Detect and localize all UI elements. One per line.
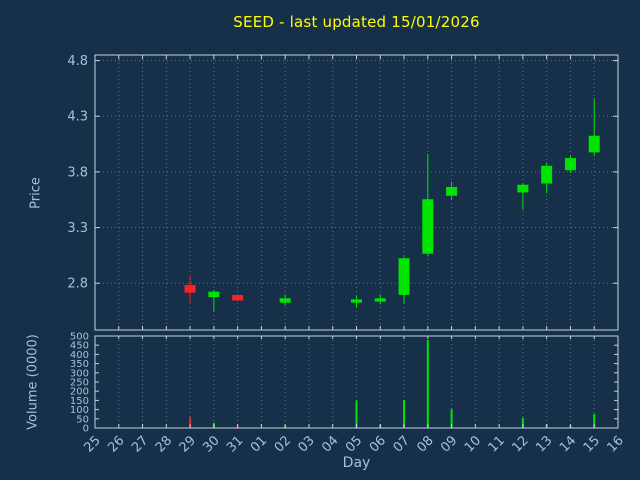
x-tick-label: 06 <box>367 433 389 455</box>
x-tick-label: 30 <box>200 433 222 455</box>
x-tick-label: 01 <box>248 433 270 455</box>
price-tick-label: 4.3 <box>67 110 88 125</box>
volume-tick-label: 100 <box>70 405 89 416</box>
candlestick <box>588 98 600 157</box>
price-tick-label: 2.8 <box>67 277 88 292</box>
series <box>184 98 600 428</box>
price-plot-border <box>94 54 619 331</box>
volume-tick-label: 200 <box>70 387 89 398</box>
candle-body <box>422 199 434 254</box>
price-tick-label: 3.3 <box>67 221 88 236</box>
x-tick-label: 31 <box>224 433 246 455</box>
candlestick <box>398 256 410 304</box>
candlestick <box>517 183 529 210</box>
gridlines <box>94 55 619 428</box>
x-tick-label: 04 <box>319 433 341 455</box>
chart-title: SEED - last updated 15/01/2026 <box>233 13 480 31</box>
x-tick-label: 02 <box>272 433 294 455</box>
candlestick <box>374 294 386 305</box>
volume-tick-label: 400 <box>70 350 89 361</box>
candle-body <box>588 135 600 153</box>
volume-tick-label: 0 <box>83 424 89 435</box>
candle-body <box>374 298 386 302</box>
candlestick <box>446 181 458 200</box>
candle-body <box>279 298 291 303</box>
candlestick <box>184 276 196 303</box>
volume-bar <box>521 417 524 428</box>
candlestick <box>351 295 362 308</box>
volume-tick-label: 50 <box>76 414 89 425</box>
candle-body <box>541 165 553 184</box>
tick-labels: 25 26 27 28 29 30 31 01 02 03 04 05 06 07 08 09 10 11 12 13… <box>67 54 627 455</box>
candlestick <box>541 162 553 194</box>
candle-body <box>232 294 244 301</box>
candle-body <box>184 284 196 293</box>
x-tick-label: 07 <box>391 433 413 455</box>
price-tick-label: 3.8 <box>67 165 88 180</box>
candle-body <box>446 186 458 196</box>
x-tick-label: 26 <box>105 433 127 455</box>
x-tick-label: 11 <box>486 433 508 455</box>
volume-tick-label: 250 <box>70 378 89 389</box>
x-tick-label: 10 <box>462 433 484 455</box>
axes <box>94 54 619 429</box>
x-tick-label: 15 <box>581 433 603 455</box>
volume-bar <box>403 400 406 428</box>
volume-bar <box>189 416 192 428</box>
candle-body <box>564 158 576 171</box>
candlestick <box>564 155 576 174</box>
candle-body <box>517 184 529 193</box>
volume-tick-label: 500 <box>70 332 89 343</box>
volume-tick-label: 300 <box>70 368 89 379</box>
volume-plot-border <box>94 335 619 429</box>
x-tick-label: 25 <box>82 433 104 455</box>
candlestick <box>279 294 291 306</box>
x-tick-label: 08 <box>414 433 436 455</box>
x-tick-label: 09 <box>438 433 460 455</box>
volume-bar <box>593 414 596 428</box>
x-tick-label: 05 <box>343 433 365 455</box>
candlestick <box>232 294 244 302</box>
x-tick-label: 13 <box>533 433 555 455</box>
volume-tick-label: 450 <box>70 341 89 352</box>
candle-body <box>208 291 220 298</box>
candle-body <box>351 299 362 303</box>
volume-tick-label: 150 <box>70 396 89 407</box>
x-tick-label: 03 <box>295 433 317 455</box>
x-axis-label: Day <box>342 455 371 471</box>
volume-bar <box>355 400 358 428</box>
x-tick-label: 12 <box>509 433 531 455</box>
price-tick-label: 4.8 <box>67 54 88 69</box>
x-tick-label: 29 <box>177 433 199 455</box>
x-tick-label: 16 <box>605 433 627 455</box>
x-tick-label: 28 <box>153 433 175 455</box>
volume-bar <box>426 340 429 428</box>
candle-body <box>398 258 410 295</box>
x-tick-label: 14 <box>557 433 579 455</box>
candlestick <box>208 289 220 312</box>
candlestick <box>422 154 434 257</box>
volume-tick-label: 350 <box>70 359 89 370</box>
x-tick-label: 27 <box>129 433 151 455</box>
volume-bar <box>450 409 453 428</box>
